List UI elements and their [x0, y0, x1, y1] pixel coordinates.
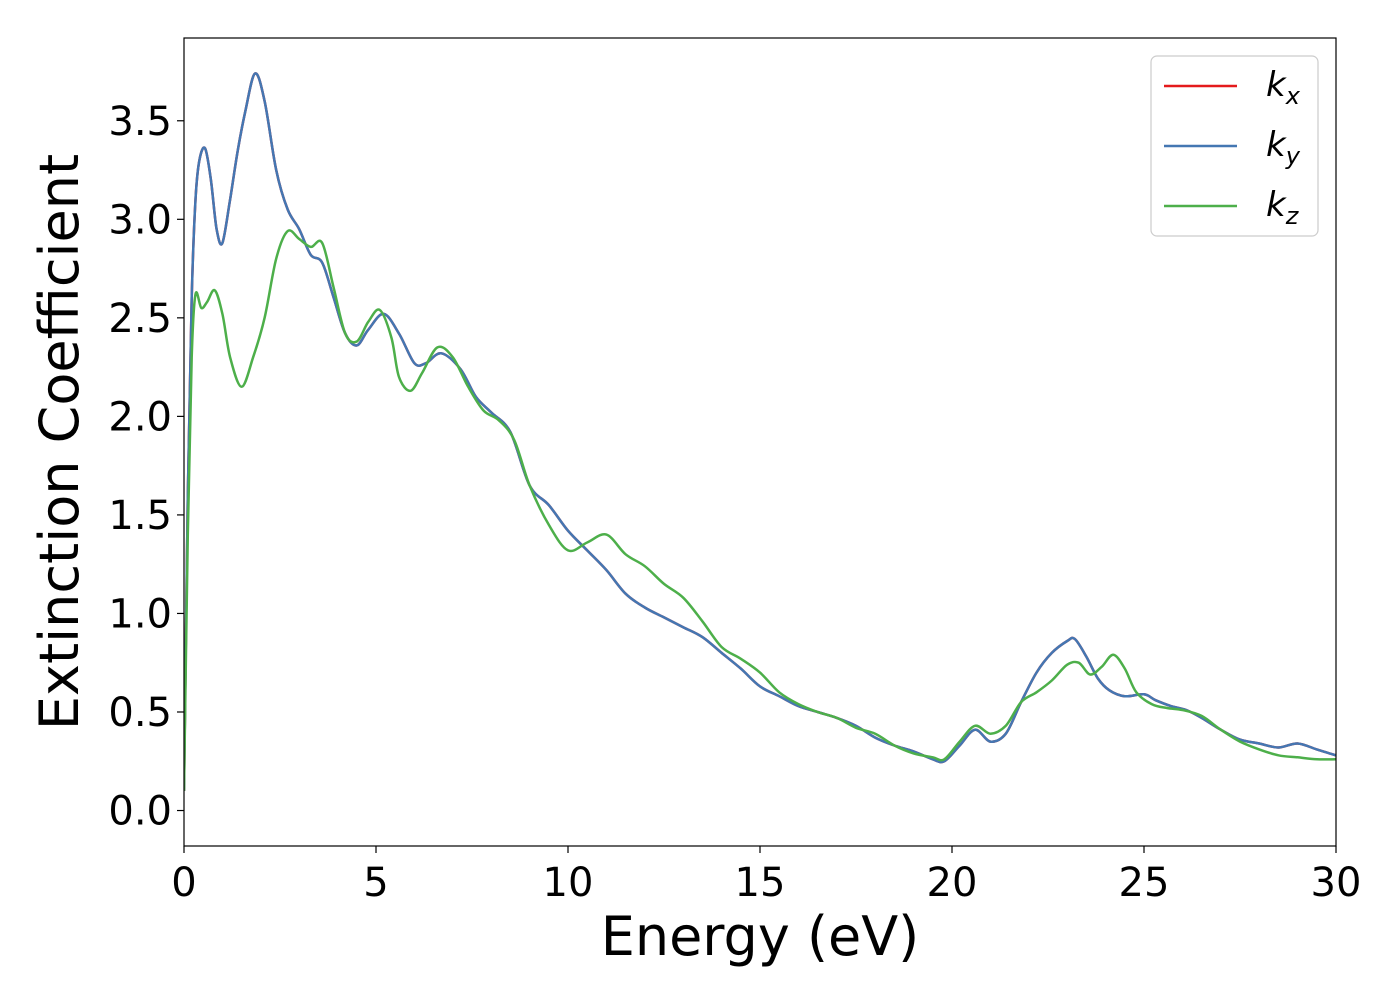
x-tick-label: 25 — [1119, 860, 1170, 906]
y-tick-label: 2.0 — [108, 394, 172, 440]
y-tick-label: 1.5 — [108, 493, 172, 539]
y-axis-label: Extinction Coefficient — [28, 154, 91, 730]
series-line-y — [184, 72, 1336, 791]
y-tick-label: 1.0 — [108, 591, 172, 637]
x-tick-label: 30 — [1311, 860, 1362, 906]
y-axis: 0.0 0.5 1.0 1.5 2.0 2.5 3.0 3.5 — [108, 99, 184, 835]
y-tick-label: 3.0 — [108, 197, 172, 243]
legend-label-x: kx — [1266, 65, 1301, 110]
series-lines — [184, 72, 1336, 791]
x-tick-label: 20 — [927, 860, 978, 906]
x-axis-label: Energy (eV) — [601, 905, 920, 968]
x-tick-label: 0 — [171, 860, 196, 906]
x-axis: 0 5 10 15 20 25 30 — [171, 846, 1361, 906]
y-tick-label: 0.5 — [108, 690, 172, 736]
legend-label-z: kz — [1266, 185, 1300, 230]
legend: kx ky kz — [1150, 55, 1319, 237]
series-line-z — [184, 229, 1336, 791]
y-tick-label: 3.5 — [108, 99, 172, 145]
y-tick-label: 0.0 — [108, 789, 172, 835]
x-tick-label: 15 — [735, 860, 786, 906]
x-tick-label: 5 — [363, 860, 388, 906]
x-tick-label: 10 — [543, 860, 594, 906]
legend-label-y: ky — [1266, 125, 1301, 170]
y-tick-label: 2.5 — [108, 296, 172, 342]
